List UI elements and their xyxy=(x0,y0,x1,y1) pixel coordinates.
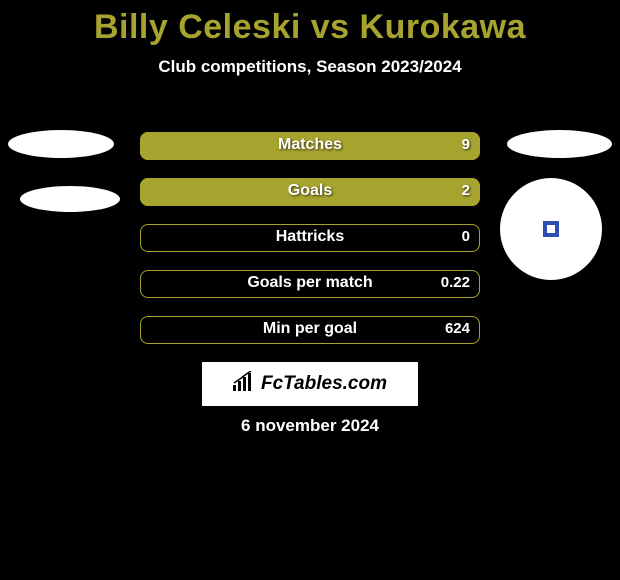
broken-image-icon xyxy=(543,221,559,237)
avatar-placeholder-left-2 xyxy=(20,186,120,212)
stat-row: Min per goal624 xyxy=(140,316,480,344)
bar-fill xyxy=(140,132,480,160)
avatar-placeholder-left-1 xyxy=(8,130,114,158)
bar-track xyxy=(140,316,480,344)
stats-bars: Matches9 Goals2 Hattricks0 Goals per match0… xyxy=(140,132,480,362)
brand-chart-icon xyxy=(233,371,257,397)
bar-track xyxy=(140,224,480,252)
bar-track xyxy=(140,270,480,298)
brand-box[interactable]: FcTables.com xyxy=(202,362,418,406)
brand-label: FcTables.com xyxy=(261,373,387,395)
avatar-placeholder-right-1 xyxy=(507,130,612,158)
page-title: Billy Celeski vs Kurokawa xyxy=(0,8,620,47)
date-label: 6 november 2024 xyxy=(0,416,620,436)
stat-row: Hattricks0 xyxy=(140,224,480,252)
bar-fill xyxy=(140,178,480,206)
stat-row: Goals2 xyxy=(140,178,480,206)
stat-row: Goals per match0.22 xyxy=(140,270,480,298)
root: Billy Celeski vs Kurokawa Club competiti… xyxy=(0,8,620,580)
stat-row: Matches9 xyxy=(140,132,480,160)
subtitle: Club competitions, Season 2023/2024 xyxy=(0,57,620,77)
avatar-placeholder-right-circle xyxy=(500,178,602,280)
